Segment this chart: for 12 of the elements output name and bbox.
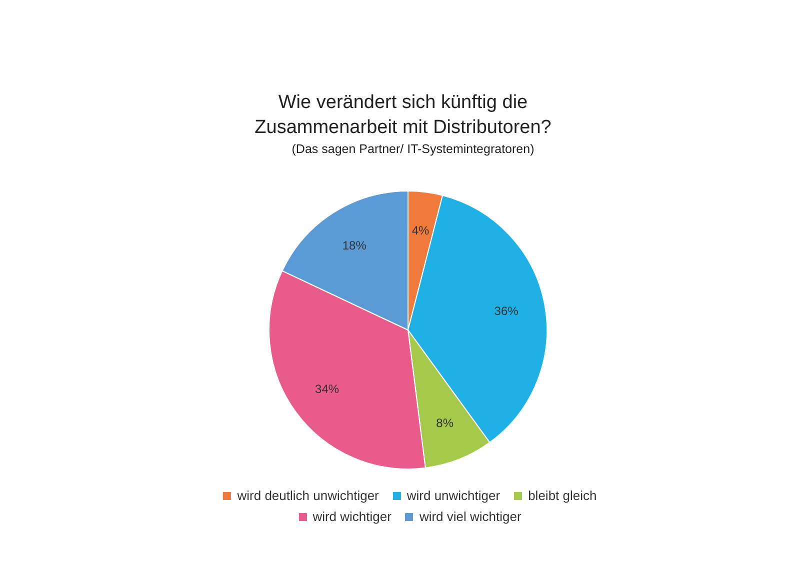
data-label: 36%: [494, 304, 519, 318]
legend-label: wird unwichtiger: [406, 488, 500, 503]
legend-label: wird deutlich unwichtiger: [237, 488, 379, 503]
data-label: 4%: [412, 224, 430, 238]
chart-subtitle: (Das sagen Partner/ IT-Systemintegratoren): [290, 142, 536, 156]
data-label: 8%: [436, 416, 454, 430]
data-label: 18%: [342, 238, 367, 252]
legend-label: wird viel wichtiger: [419, 509, 522, 524]
data-label: 34%: [315, 382, 340, 396]
chart-title: Wie verändert sich künftig die Zusammenarbeit mit Distributoren?: [254, 91, 552, 140]
legend-label: wird wichtiger: [312, 509, 392, 524]
legend-label: bleibt gleich: [528, 488, 597, 503]
